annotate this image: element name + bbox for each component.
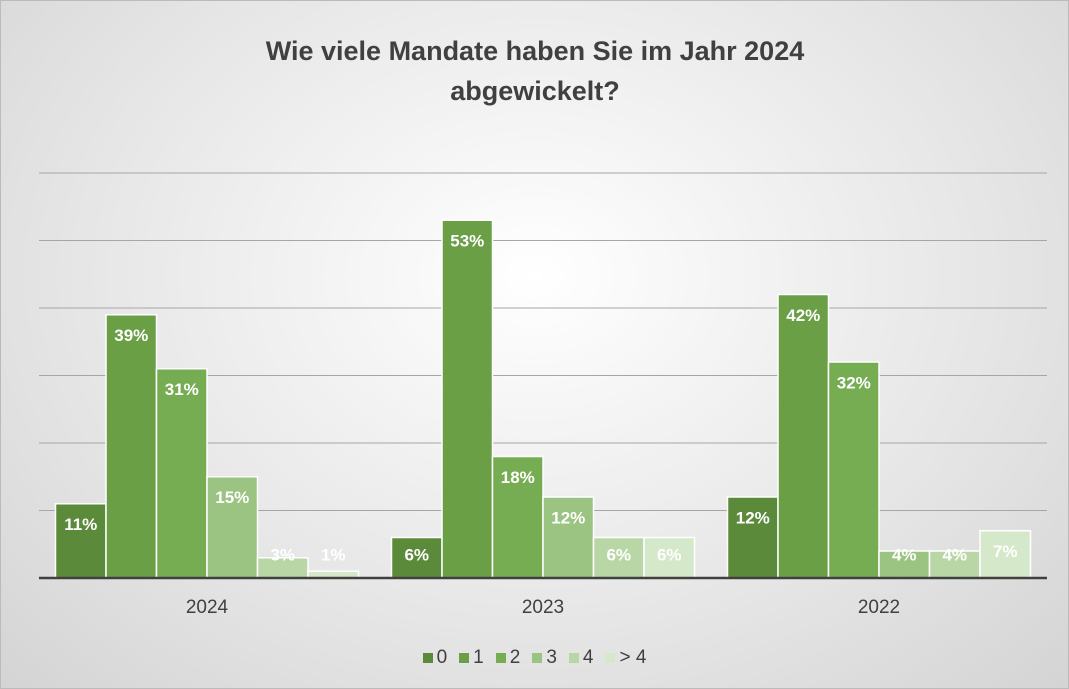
bar: [878, 550, 931, 579]
data-label: 3%: [270, 545, 295, 564]
data-label: 42%: [786, 306, 820, 325]
bar: [491, 455, 544, 579]
legend-label: 2: [509, 647, 521, 668]
x-tick-label: 2022: [858, 597, 900, 618]
data-label: 6%: [657, 545, 682, 564]
legend-item: 2: [495, 647, 521, 669]
legend-swatch: [568, 653, 579, 663]
data-label: 11%: [64, 515, 97, 534]
legend-label: 4: [582, 647, 594, 668]
legend-item: > 4: [605, 647, 646, 669]
data-label: 12%: [736, 508, 770, 527]
legend-swatch: [422, 653, 433, 663]
bar: [777, 293, 830, 579]
data-label: 12%: [551, 508, 585, 527]
legend-item: 0: [422, 647, 448, 669]
data-label: 4%: [942, 545, 967, 564]
legend-swatch: [495, 653, 506, 663]
bar: [155, 368, 208, 579]
bar: [979, 530, 1032, 579]
legend-label: 0: [436, 647, 448, 668]
data-label: 31%: [165, 380, 199, 399]
legend-label: 1: [473, 647, 484, 668]
legend-swatch: [459, 653, 470, 663]
data-label: 6%: [404, 545, 429, 564]
data-label: 4%: [892, 545, 917, 564]
data-label: 32%: [837, 373, 871, 392]
data-label: 15%: [215, 488, 249, 507]
legend-label: > 4: [619, 647, 647, 668]
x-tick-label: 2023: [522, 597, 564, 618]
data-label: 7%: [993, 542, 1018, 561]
data-label: 6%: [606, 545, 631, 564]
legend-label: 3: [546, 647, 557, 668]
bar: [827, 361, 880, 579]
bar: [441, 219, 494, 579]
legend: 0 1 2 3 4 > 4: [1, 647, 1068, 669]
bar: [542, 496, 595, 579]
legend-item: 4: [568, 647, 594, 669]
data-label: 53%: [450, 232, 484, 251]
legend-item: 3: [532, 647, 557, 669]
bar: [643, 536, 696, 579]
legend-item: 1: [459, 647, 484, 669]
x-tick-label: 2024: [186, 597, 229, 618]
legend-swatch: [605, 653, 616, 663]
chart-title: Wie viele Mandate haben Sie im Jahr 2024…: [265, 36, 805, 106]
data-label: 1%: [321, 545, 346, 564]
bar: [105, 314, 158, 579]
legend-swatch: [532, 653, 543, 663]
data-label: 18%: [501, 468, 535, 487]
data-label: 39%: [114, 326, 148, 345]
